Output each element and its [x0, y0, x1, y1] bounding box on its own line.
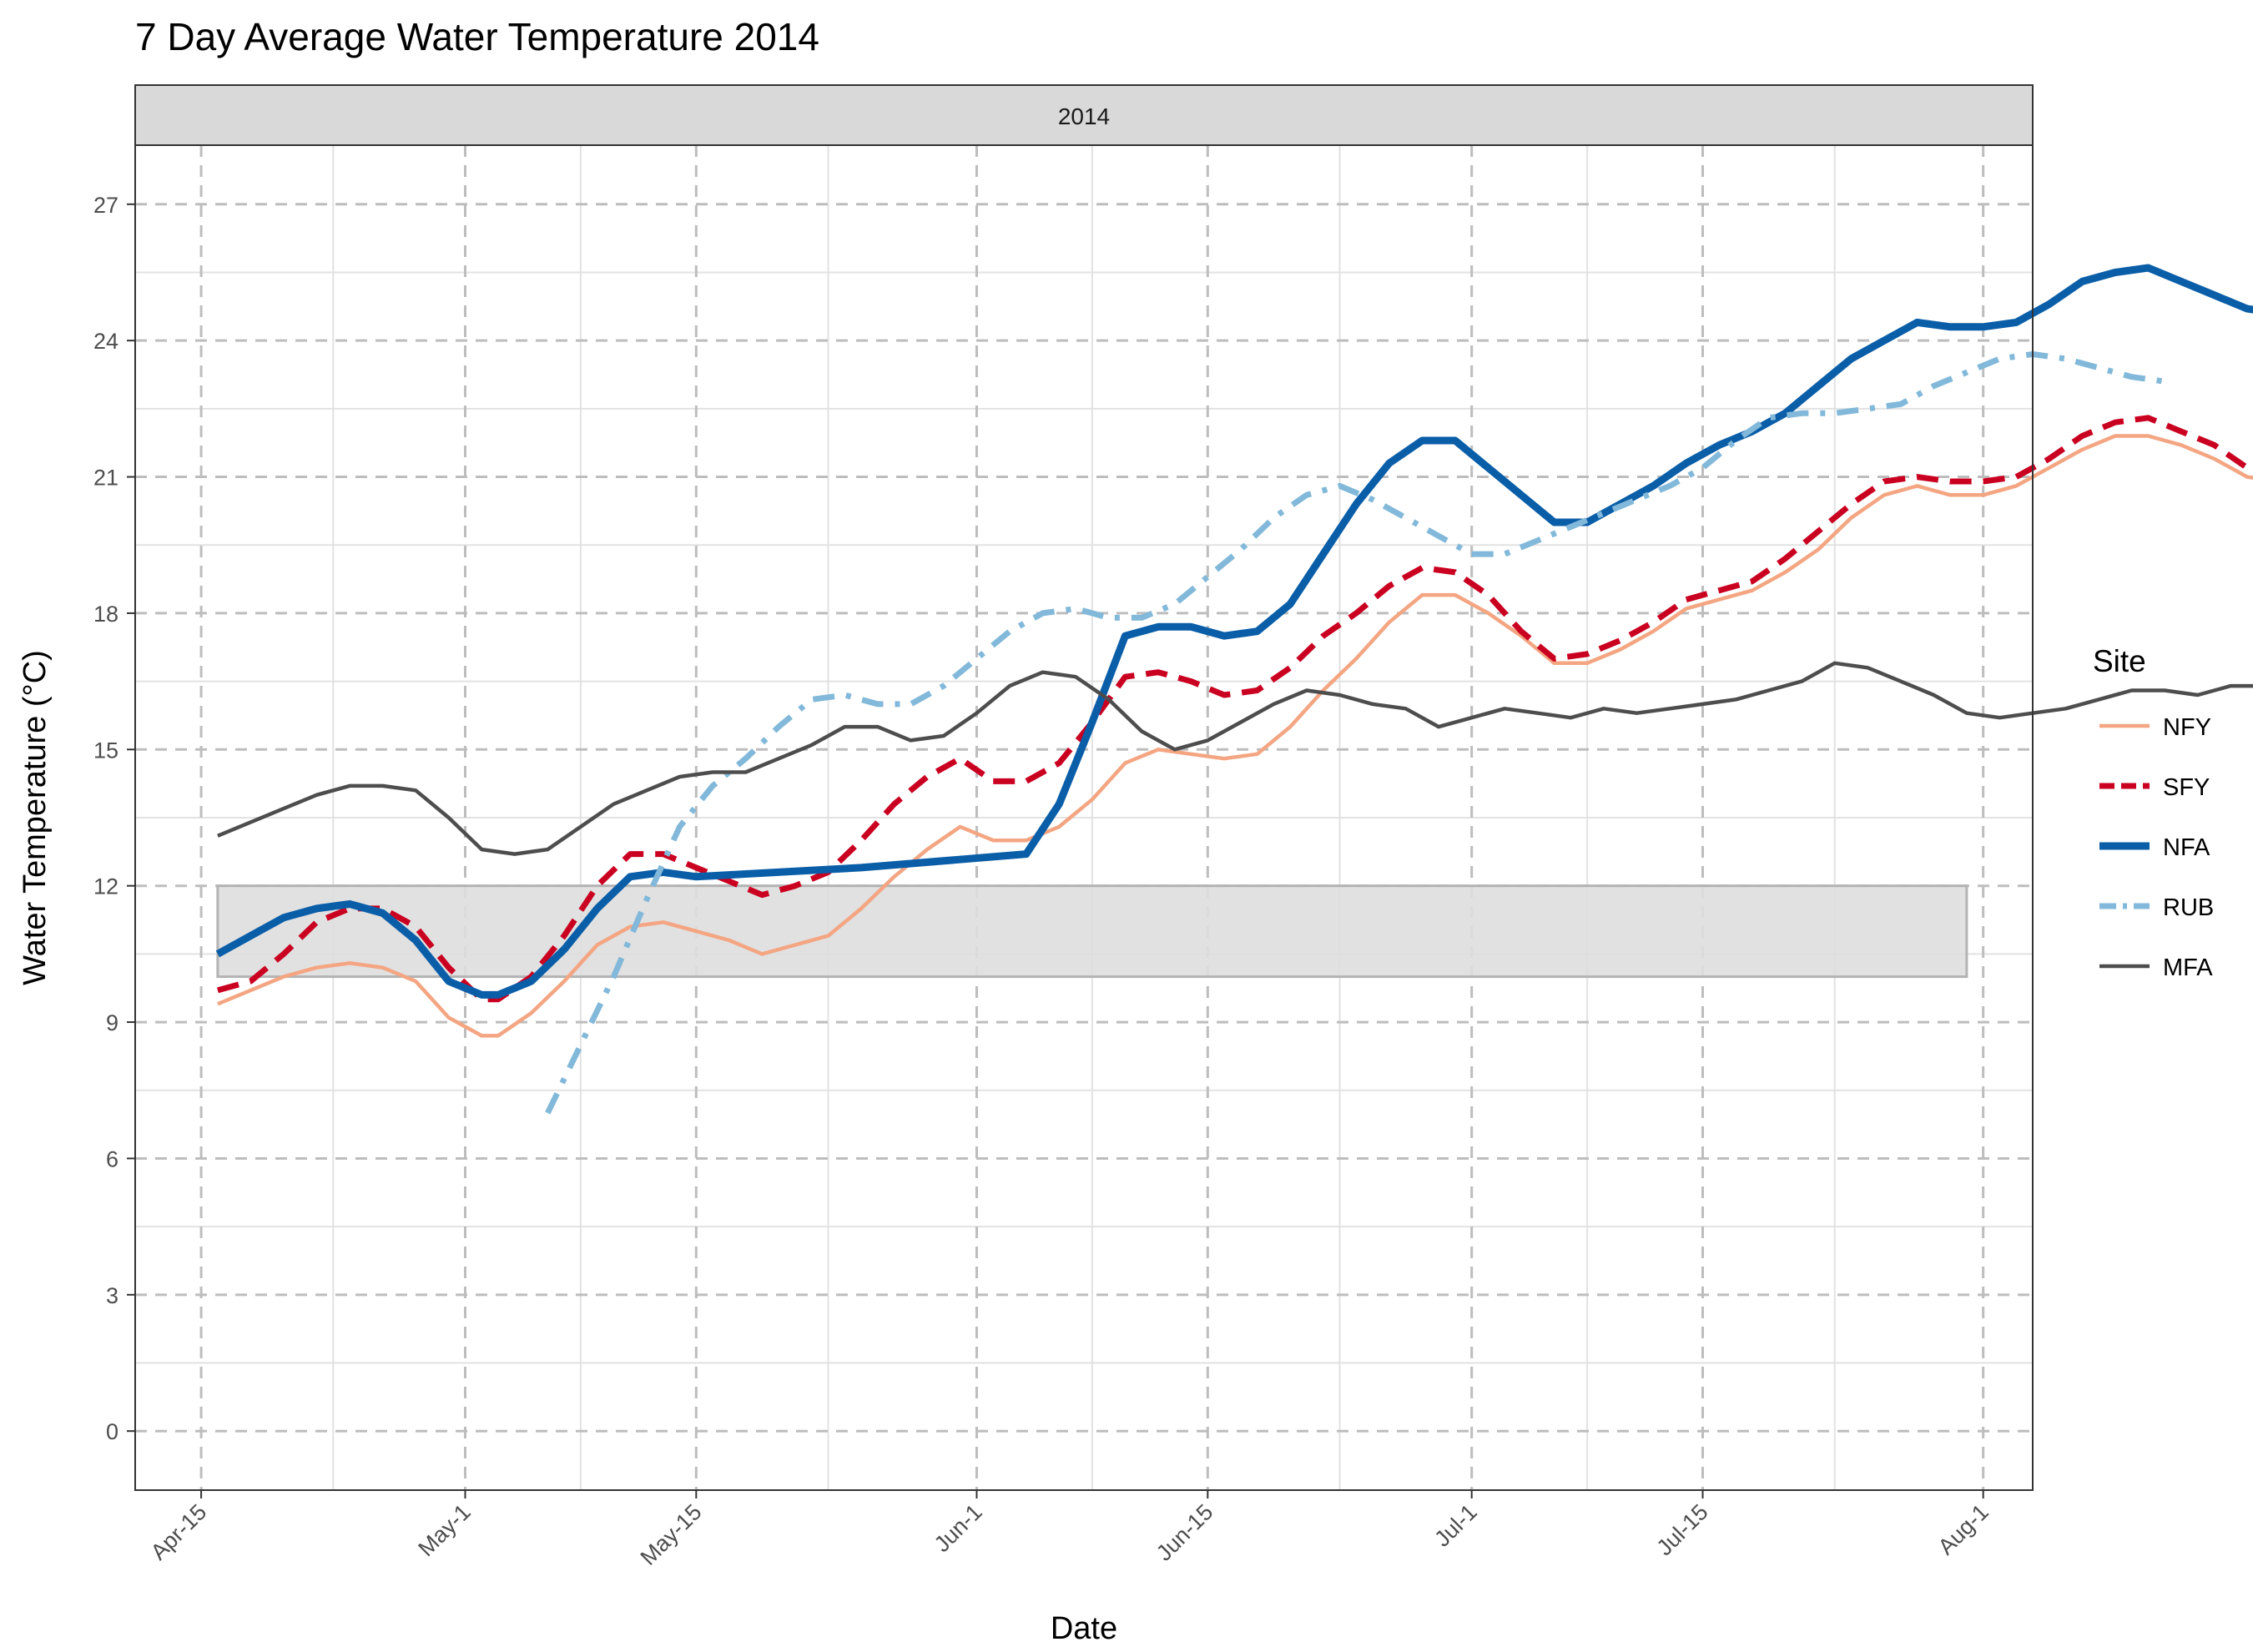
y-tick-label: 6	[106, 1146, 118, 1171]
reference-band-layer	[216, 884, 1968, 979]
series-line-rub	[545, 351, 2165, 1115]
series-line-sfy	[216, 415, 2253, 1003]
y-tick-label: 21	[93, 466, 118, 491]
legend-title: Site	[2093, 644, 2146, 678]
y-tick-label: 18	[93, 602, 118, 627]
facet-strip	[134, 84, 2034, 146]
y-tick-label: 12	[93, 874, 118, 899]
series-line-mfa	[217, 661, 2253, 856]
legend: Site NFY SFY NFA RUB MFA	[2093, 644, 2214, 981]
y-tick-label: 3	[106, 1283, 118, 1308]
y-axis: 0 3 6 9 12 15 18 21 24 27	[93, 193, 135, 1444]
y-tick-label: 24	[93, 329, 118, 354]
y-tick-label: 15	[93, 738, 118, 763]
series-layer	[215, 264, 2253, 1115]
legend-label-sfy: SFY	[2163, 774, 2210, 801]
plot-panel-border	[134, 144, 2034, 1491]
legend-label-rub: RUB	[2163, 894, 2214, 921]
y-tick-label: 0	[106, 1419, 118, 1444]
reference-band	[216, 884, 1968, 979]
y-tick-label: 9	[106, 1010, 118, 1035]
y-axis-title: Water Temperature (°C)	[18, 650, 53, 985]
y-tick-label: 27	[93, 193, 118, 218]
series-line-nfa	[215, 264, 2253, 999]
legend-label-mfa: MFA	[2163, 954, 2213, 981]
x-axis-title: Date	[1051, 1611, 1117, 1646]
legend-label-nfy: NFY	[2163, 714, 2211, 741]
facet-strip-label: 2014	[1058, 103, 1110, 129]
series-line-nfy	[217, 434, 2253, 1038]
chart-title: 7 Day Average Water Temperature 2014	[135, 15, 819, 58]
legend-label-nfa: NFA	[2163, 834, 2210, 861]
